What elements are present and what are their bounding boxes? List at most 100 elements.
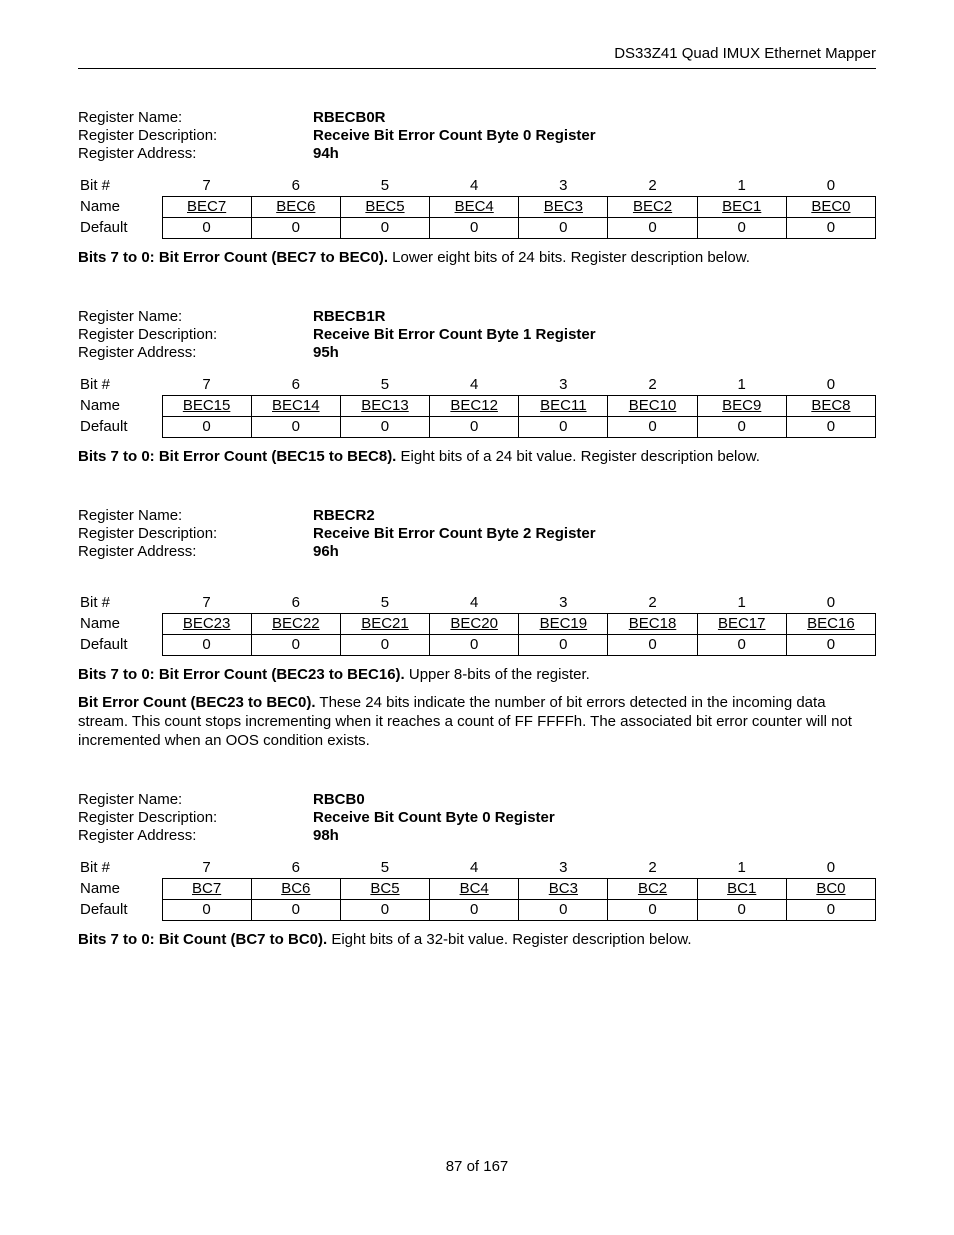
default-cell: 0 (608, 416, 697, 437)
bit-num-label: Bit # (78, 858, 162, 879)
notes-rest: Eight bits of a 32-bit value. Register d… (327, 931, 691, 948)
default-cell: 0 (519, 634, 608, 655)
default-cell: 0 (430, 899, 519, 920)
spacer (78, 561, 876, 579)
bit-num-cell: 7 (162, 858, 251, 879)
bit-num-cell: 7 (162, 375, 251, 396)
bit-num-cell: 6 (251, 176, 340, 197)
name-row: Name BEC23 BEC22 BEC21 BEC20 BEC19 BEC18… (78, 613, 876, 634)
bit-num-cell: 2 (608, 375, 697, 396)
default-label: Default (78, 899, 162, 920)
name-cell: BEC18 (608, 613, 697, 634)
bit-number-row: Bit # 7 6 5 4 3 2 1 0 (78, 593, 876, 614)
name-cell: BEC21 (340, 613, 429, 634)
bit-num-cell: 5 (340, 176, 429, 197)
name-cell: BC4 (430, 878, 519, 899)
register-notes: Bits 7 to 0: Bit Error Count (BEC23 to B… (78, 666, 876, 685)
name-cell: BEC1 (697, 197, 786, 218)
bit-num-cell: 2 (608, 593, 697, 614)
bit-num-cell: 3 (519, 375, 608, 396)
bit-num-cell: 5 (340, 858, 429, 879)
name-cell: BEC7 (162, 197, 251, 218)
bit-number-row: Bit # 7 6 5 4 3 2 1 0 (78, 858, 876, 879)
register-notes: Bits 7 to 0: Bit Error Count (BEC15 to B… (78, 448, 876, 467)
bit-num-cell: 3 (519, 593, 608, 614)
bit-num-cell: 4 (430, 858, 519, 879)
default-cell: 0 (697, 634, 786, 655)
label-reg-desc: Register Description: (78, 809, 313, 826)
name-cell: BEC19 (519, 613, 608, 634)
default-row: Default 0 0 0 0 0 0 0 0 (78, 416, 876, 437)
default-cell: 0 (786, 634, 875, 655)
name-cell: BEC4 (430, 197, 519, 218)
default-label: Default (78, 218, 162, 239)
page-footer: 87 of 167 (0, 1158, 954, 1175)
label-reg-desc: Register Description: (78, 525, 313, 542)
name-cell: BEC12 (430, 395, 519, 416)
bit-num-cell: 1 (697, 375, 786, 396)
default-row: Default 0 0 0 0 0 0 0 0 (78, 899, 876, 920)
default-cell: 0 (608, 218, 697, 239)
label-reg-addr: Register Address: (78, 344, 313, 361)
label-reg-name: Register Name: (78, 308, 313, 325)
default-cell: 0 (430, 218, 519, 239)
bit-num-cell: 1 (697, 858, 786, 879)
default-cell: 0 (162, 899, 251, 920)
reg-name: RBCB0 (313, 791, 365, 808)
label-reg-addr: Register Address: (78, 827, 313, 844)
bit-num-cell: 0 (786, 176, 875, 197)
default-cell: 0 (786, 416, 875, 437)
name-label: Name (78, 613, 162, 634)
register-block: Register Name:RBCB0 Register Description… (78, 791, 876, 950)
name-cell: BEC20 (430, 613, 519, 634)
notes-rest: Upper 8-bits of the register. (405, 666, 590, 683)
bit-num-cell: 4 (430, 176, 519, 197)
bit-num-cell: 0 (786, 858, 875, 879)
doc-header: DS33Z41 Quad IMUX Ethernet Mapper (78, 45, 876, 69)
default-cell: 0 (251, 416, 340, 437)
label-reg-name: Register Name: (78, 791, 313, 808)
register-notes: Bits 7 to 0: Bit Count (BC7 to BC0). Eig… (78, 931, 876, 950)
name-cell: BEC16 (786, 613, 875, 634)
default-cell: 0 (162, 218, 251, 239)
default-label: Default (78, 634, 162, 655)
register-notes: Bits 7 to 0: Bit Error Count (BEC7 to BE… (78, 249, 876, 268)
default-row: Default 0 0 0 0 0 0 0 0 (78, 218, 876, 239)
page: DS33Z41 Quad IMUX Ethernet Mapper Regist… (0, 0, 954, 1235)
name-cell: BEC14 (251, 395, 340, 416)
default-cell: 0 (697, 416, 786, 437)
bit-number-row: Bit # 7 6 5 4 3 2 1 0 (78, 176, 876, 197)
name-row: Name BEC15 BEC14 BEC13 BEC12 BEC11 BEC10… (78, 395, 876, 416)
reg-desc: Receive Bit Count Byte 0 Register (313, 809, 555, 826)
default-cell: 0 (162, 416, 251, 437)
default-cell: 0 (340, 416, 429, 437)
name-cell: BEC5 (340, 197, 429, 218)
reg-addr: 98h (313, 827, 339, 844)
reg-addr: 96h (313, 543, 339, 560)
name-cell: BC0 (786, 878, 875, 899)
default-label: Default (78, 416, 162, 437)
name-cell: BEC8 (786, 395, 875, 416)
default-cell: 0 (430, 634, 519, 655)
label-reg-desc: Register Description: (78, 127, 313, 144)
name-cell: BC7 (162, 878, 251, 899)
name-cell: BEC3 (519, 197, 608, 218)
label-reg-name: Register Name: (78, 507, 313, 524)
name-cell: BEC2 (608, 197, 697, 218)
bit-num-cell: 4 (430, 375, 519, 396)
bit-num-cell: 0 (786, 375, 875, 396)
bit-num-label: Bit # (78, 375, 162, 396)
default-cell: 0 (519, 218, 608, 239)
default-cell: 0 (162, 634, 251, 655)
default-cell: 0 (608, 899, 697, 920)
label-reg-desc: Register Description: (78, 326, 313, 343)
bit-num-cell: 4 (430, 593, 519, 614)
default-cell: 0 (697, 899, 786, 920)
notes-rest: Lower eight bits of 24 bits. Register de… (388, 249, 750, 266)
register-extra-notes: Bit Error Count (BEC23 to BEC0). These 2… (78, 694, 876, 750)
default-cell: 0 (340, 218, 429, 239)
name-cell: BEC22 (251, 613, 340, 634)
bit-table: Bit # 7 6 5 4 3 2 1 0 Name BEC7 BEC6 BEC… (78, 176, 876, 239)
reg-addr: 95h (313, 344, 339, 361)
name-label: Name (78, 878, 162, 899)
